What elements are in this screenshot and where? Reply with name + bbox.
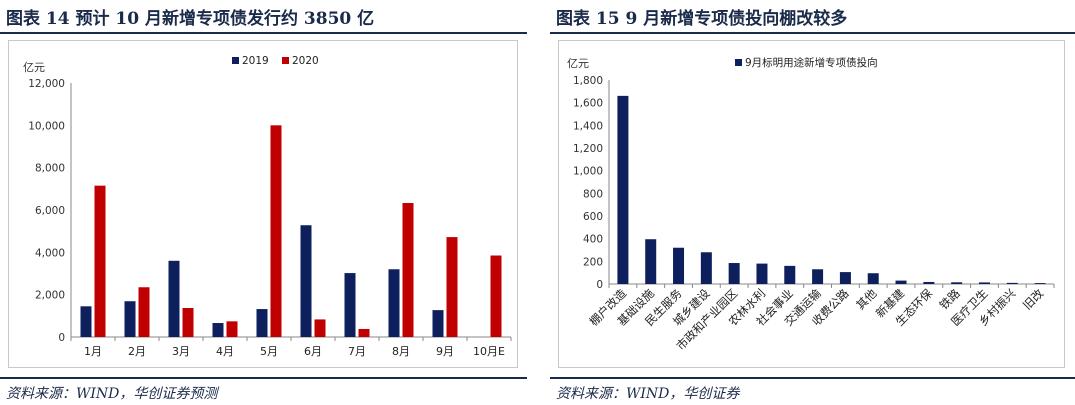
right-source-note: 资料来源：WIND，华创证券: [556, 386, 740, 402]
bar-9月标明用途新增专项债投向-医疗卫生: [978, 282, 990, 284]
left-title-rule: [0, 32, 527, 34]
right-source-rule: [550, 377, 1075, 379]
x-tick-label: 4月: [216, 345, 234, 358]
bar-2019-3月: [168, 260, 180, 337]
bar-2020-6月: [314, 319, 326, 337]
legend-label: 2019: [242, 55, 269, 67]
x-tick-label: 2月: [128, 345, 146, 358]
y-tick-label: 0: [58, 332, 65, 344]
bar-9月标明用途新增专项债投向-新基建: [895, 280, 907, 284]
bar-2020-1月: [94, 185, 106, 337]
y-tick-label: 1,000: [573, 166, 603, 178]
x-tick-label: 5月: [260, 345, 278, 358]
y-axis-label: 亿元: [23, 61, 45, 74]
y-tick-label: 10,000: [28, 120, 65, 132]
bar-9月标明用途新增专项债投向-旧改: [1034, 283, 1046, 284]
bar-2020-9月: [446, 237, 458, 337]
x-tick-label: 1月: [84, 345, 102, 358]
bar-2019-5月: [256, 309, 268, 337]
right-bar-chart: 亿元 0 200 400 600 800 1,000 1,200 1,400 1,600 1,800…: [567, 56, 1055, 353]
left-source-rule: [0, 377, 527, 379]
left-figure-panel: 图表 14 预计 10 月新增专项债发行约 3850 亿 亿元 0 2,000 4,0…: [0, 0, 527, 405]
bar-2019-6月: [300, 225, 312, 337]
bar-9月标明用途新增专项债投向-城乡建设: [700, 252, 712, 284]
bar-2019-2月: [124, 301, 136, 337]
left-chart-frame: 亿元 0 2,000 4,000 6,000 8,000 10,000 12,000 1月 2月 3…: [8, 40, 518, 368]
y-tick-label: 2,000: [35, 290, 65, 302]
right-figure-panel: 图表 15 9 月新增专项债投向棚改较多 亿元 0 200 400 600 800 1,00…: [550, 0, 1075, 405]
legend-label: 9月标明用途新增专项债投向: [745, 56, 878, 69]
bar-9月标明用途新增专项债投向-基础设施: [645, 239, 657, 284]
legend-swatch: [735, 59, 742, 66]
bar-9月标明用途新增专项债投向-棚户改造: [617, 95, 629, 284]
bar-9月标明用途新增专项债投向-生态环保: [923, 281, 935, 284]
bar-2019-4月: [212, 323, 224, 337]
y-tick-label: 800: [583, 188, 603, 200]
y-tick-label: 0: [596, 279, 603, 291]
left-bar-chart: 亿元 0 2,000 4,000 6,000 8,000 10,000 12,000 1月 2月 3…: [23, 55, 512, 358]
bar-9月标明用途新增专项债投向-民生服务: [673, 247, 685, 284]
bar-2020-5月: [270, 125, 282, 337]
bar-9月标明用途新增专项债投向-社会事业: [784, 265, 796, 284]
right-figure-title: 图表 15 9 月新增专项债投向棚改较多: [556, 9, 848, 29]
bar-2020-7月: [358, 328, 370, 337]
y-tick-label: 1,600: [573, 98, 603, 110]
y-tick-label: 1,800: [573, 75, 603, 87]
legend-swatch: [232, 57, 239, 64]
bar-2020-2月: [138, 287, 150, 337]
y-tick-label: 200: [583, 256, 603, 268]
x-tick-label: 7月: [348, 345, 366, 358]
y-tick-label: 400: [583, 234, 603, 246]
bar-2019-1月: [80, 306, 92, 337]
y-tick-label: 1,200: [573, 143, 603, 155]
bar-9月标明用途新增专项债投向-收费公路: [839, 272, 851, 284]
left-figure-title: 图表 14 预计 10 月新增专项债发行约 3850 亿: [6, 9, 375, 29]
right-title-rule: [550, 32, 1075, 34]
x-tick-label: 9月: [436, 345, 454, 358]
bar-9月标明用途新增专项债投向-其他: [867, 273, 879, 284]
left-source-note: 资料来源：WIND，华创证券预测: [6, 386, 218, 402]
y-tick-label: 8,000: [35, 163, 65, 175]
x-tick-label: 3月: [172, 345, 190, 358]
bar-9月标明用途新增专项债投向-市政和产业园区: [728, 263, 740, 284]
legend-swatch: [282, 57, 289, 64]
bar-2019-7月: [344, 273, 356, 337]
bar-2019-9月: [432, 310, 444, 337]
legend-label: 2020: [292, 55, 319, 67]
x-tick-label: 10月E: [473, 345, 505, 358]
bar-2020-4月: [226, 321, 238, 337]
x-tick-label: 旧改: [1020, 286, 1047, 313]
right-chart-frame: 亿元 0 200 400 600 800 1,000 1,200 1,400 1,600 1,800…: [558, 40, 1065, 368]
bar-9月标明用途新增专项债投向-交通运输: [812, 269, 824, 284]
bar-2020-8月: [402, 203, 414, 337]
bar-2020-3月: [182, 308, 194, 337]
y-tick-label: 12,000: [28, 78, 65, 90]
bar-2019-8月: [388, 269, 400, 337]
bar-2020-10月E: [490, 255, 502, 337]
x-tick-label: 6月: [304, 345, 322, 358]
y-axis-label: 亿元: [567, 57, 589, 70]
x-tick-label: 8月: [392, 345, 410, 358]
bar-9月标明用途新增专项债投向-农林水利: [756, 263, 768, 284]
y-tick-label: 1,400: [573, 120, 603, 132]
bar-9月标明用途新增专项债投向-铁路: [951, 282, 963, 284]
y-tick-label: 4,000: [35, 247, 65, 259]
y-tick-label: 600: [583, 211, 603, 223]
bar-9月标明用途新增专项债投向-乡村振兴: [1006, 282, 1018, 284]
y-tick-label: 6,000: [35, 205, 65, 217]
